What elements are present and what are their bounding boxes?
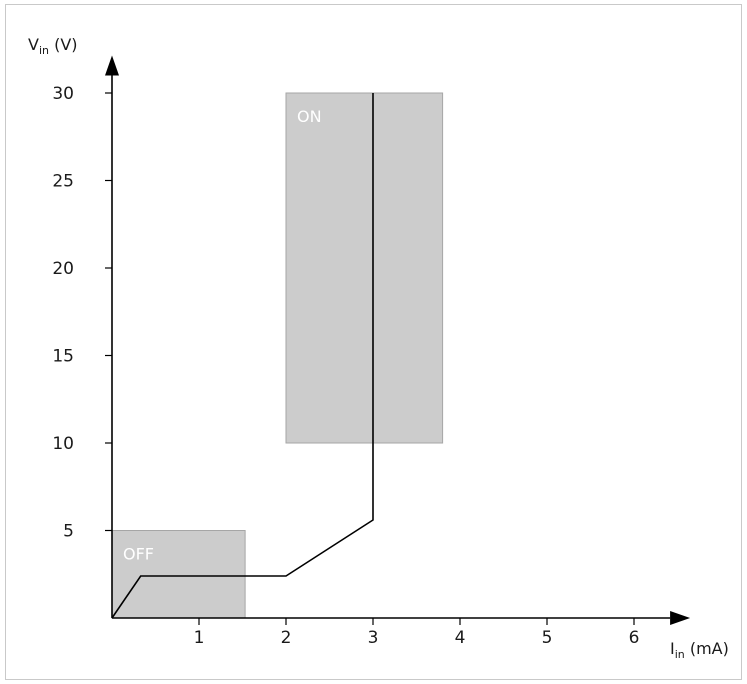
y-tick-label: 10 — [52, 434, 74, 454]
x-tick-label: 2 — [281, 628, 292, 648]
region-on — [285, 92, 444, 444]
y-tick-label: 5 — [63, 522, 74, 542]
regions: OFF ON — [111, 92, 444, 619]
region-label-off: OFF — [123, 545, 154, 564]
y-tick-label: 15 — [52, 347, 74, 367]
y-tick-label: 30 — [52, 84, 74, 104]
x-axis-title-unit: (mA) — [685, 639, 729, 658]
x-axis-arrow-icon — [670, 611, 691, 625]
y-axis-title-sub: in — [39, 44, 49, 57]
x-tick-label: 5 — [542, 628, 553, 648]
y-axis-arrow-icon — [105, 55, 119, 76]
x-axis-title-sub: in — [675, 648, 685, 661]
x-axis-title-main: I — [670, 639, 675, 658]
y-axis-title: Vin (V) — [28, 35, 78, 57]
x-tick-label: 3 — [368, 628, 379, 648]
x-tick-label: 4 — [455, 628, 466, 648]
region-off — [111, 530, 246, 619]
axes — [105, 55, 691, 625]
y-tick-label: 25 — [52, 172, 74, 192]
ticks: 1 2 3 4 5 6 5 10 15 20 25 30 — [52, 84, 639, 648]
region-label-on: ON — [297, 107, 322, 126]
y-axis-title-unit: (V) — [49, 35, 78, 54]
series-line — [111, 93, 374, 619]
x-axis-title: Iin (mA) — [670, 639, 729, 661]
x-tick-label: 1 — [194, 628, 205, 648]
y-tick-label: 20 — [52, 259, 74, 279]
x-tick-label: 6 — [629, 628, 640, 648]
y-axis-title-main: V — [28, 35, 39, 54]
